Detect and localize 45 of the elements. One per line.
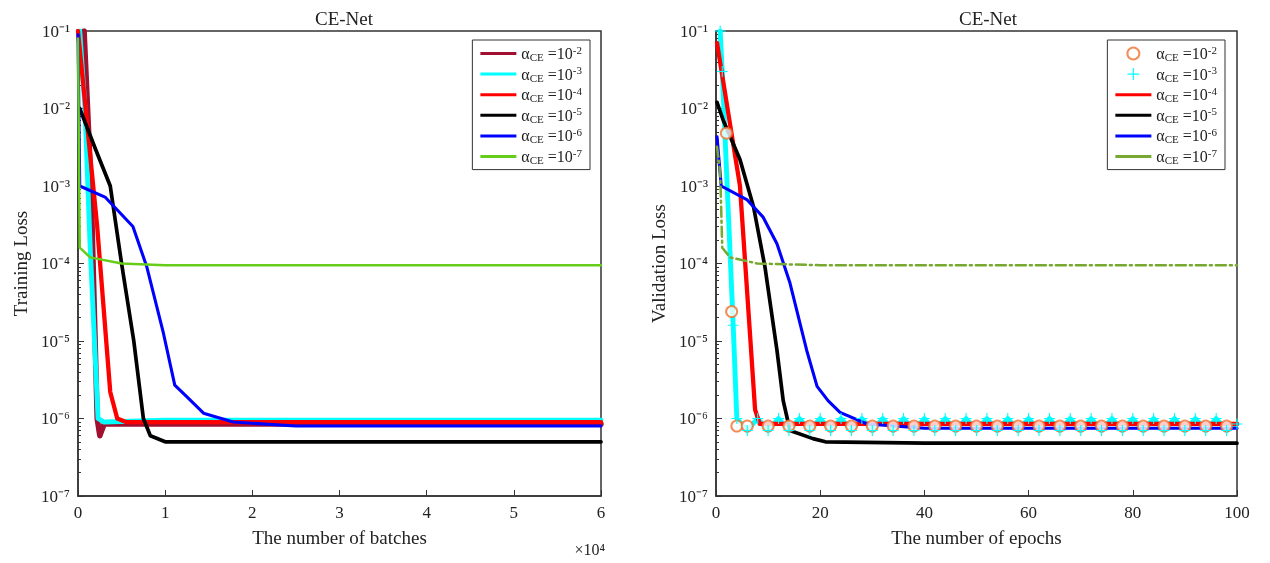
x-tick-label: 80 xyxy=(1124,503,1142,522)
point xyxy=(1033,425,1045,436)
x-tick-label: 2 xyxy=(248,503,257,522)
x-axis-title: The number of batches xyxy=(252,527,427,548)
text: ×10⁴ xyxy=(574,540,606,558)
x-axis-title: The number of epochs xyxy=(891,527,1062,548)
x-tick-label: 6 xyxy=(596,503,606,522)
y-tick-label: 10⁻¹ xyxy=(41,21,70,41)
point xyxy=(730,419,744,433)
x-tick-label: 40 xyxy=(915,503,933,522)
point xyxy=(1106,413,1118,424)
y-tick-label: 10⁻² xyxy=(679,99,708,118)
y-tick-label: 10⁻⁵ xyxy=(41,331,71,351)
y-tick-label: 10⁻³ xyxy=(41,176,70,196)
line-series xyxy=(715,145,1239,267)
line-series xyxy=(77,106,603,444)
line-series xyxy=(76,37,603,267)
x-tick-label: 3 xyxy=(335,503,344,522)
y-tick-label: 10⁻⁶ xyxy=(679,409,709,428)
point xyxy=(725,305,739,319)
x-tick-label: 4 xyxy=(422,503,432,522)
x-tick-label: 0 xyxy=(73,503,83,522)
y-tick-label: 10⁻⁵ xyxy=(679,331,709,351)
y-axis-title: Validation Loss xyxy=(648,204,669,323)
point xyxy=(908,425,920,436)
y-tick-label: 10⁻⁶ xyxy=(41,409,71,428)
y-tick-label: 10⁻² xyxy=(41,99,70,118)
point xyxy=(1231,418,1243,430)
point xyxy=(719,126,733,140)
y-axis-title: Training Loss xyxy=(10,210,31,317)
y-tick-label: 10⁻⁷ xyxy=(41,486,71,506)
x-tick-label: 20 xyxy=(811,503,829,522)
y-tick-label: 10⁻¹ xyxy=(679,21,708,41)
y-tick-label: 10⁻⁴ xyxy=(679,254,709,273)
x-tick-label: 0 xyxy=(711,503,721,522)
y-tick-label: 10⁻⁷ xyxy=(679,486,709,506)
x-tick-label: 1 xyxy=(160,503,170,522)
point xyxy=(835,413,847,424)
y-tick-label: 10⁻³ xyxy=(679,176,708,196)
x-tick-label: 100 xyxy=(1224,503,1250,522)
chart-title: CE-Net xyxy=(314,8,374,29)
x-tick-label: 60 xyxy=(1020,503,1038,522)
y-tick-label: 10⁻⁴ xyxy=(41,254,71,273)
x-tick-label: 5 xyxy=(509,503,519,522)
chart-title: CE-Net xyxy=(958,8,1018,29)
